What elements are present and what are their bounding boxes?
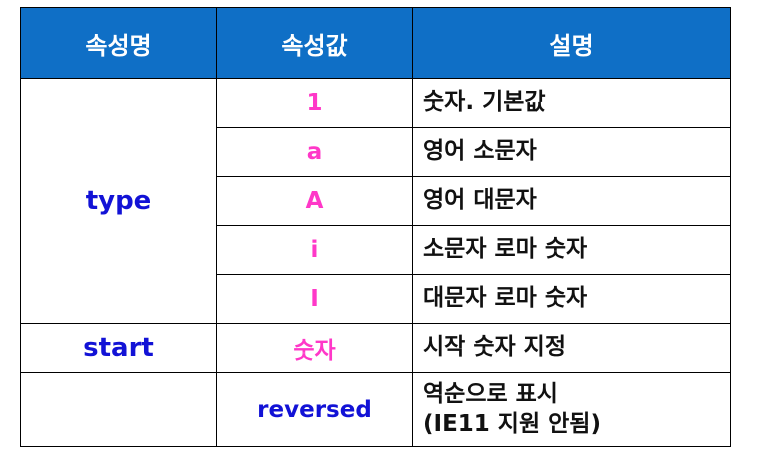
attribute-description: 영어 대문자 [412,176,731,226]
header-description: 설명 [412,7,731,79]
table-row: i 소문자 로마 숫자 [21,225,731,275]
header-attribute-name: 속성명 [20,7,217,79]
attribute-description: 대문자 로마 숫자 [412,274,731,324]
attribute-name-empty [20,372,217,447]
table-row: start 숫자 시작 숫자 지정 [20,323,731,373]
attribute-name-start: start [20,323,217,373]
attribute-description: 영어 소문자 [412,127,731,177]
table-row: reversed 역순으로 표시 (IE11 지원 안됨) [20,372,731,447]
attribute-table: 속성명 속성값 설명 type 1 숫자. 기본값 a 영어 소문자 A 영어 … [20,7,731,447]
attribute-description: 숫자. 기본값 [412,78,731,128]
header-attribute-value: 속성값 [216,7,413,79]
attribute-description: 시작 숫자 지정 [412,323,731,373]
attribute-value: 숫자 [216,323,413,373]
description-line: 역순으로 표시 [423,380,558,407]
attribute-value: I [216,274,413,324]
attribute-name-type: type [20,78,217,324]
description-line: (IE11 지원 안됨) [423,410,601,437]
table-row: type 1 숫자. 기본값 [20,78,731,324]
attribute-description: 역순으로 표시 (IE11 지원 안됨) [412,372,731,447]
attribute-value-reversed: reversed [216,372,413,447]
attribute-value: A [216,176,413,226]
table-row: I 대문자 로마 숫자 [21,274,731,324]
attribute-description: 소문자 로마 숫자 [412,225,731,275]
attribute-value: i [216,225,413,275]
table-row: A 영어 대문자 [21,176,731,226]
attribute-value: 1 [216,78,413,128]
table-row: a 영어 소문자 [21,127,731,177]
header-row: 속성명 속성값 설명 [20,7,731,79]
attribute-value: a [216,127,413,177]
